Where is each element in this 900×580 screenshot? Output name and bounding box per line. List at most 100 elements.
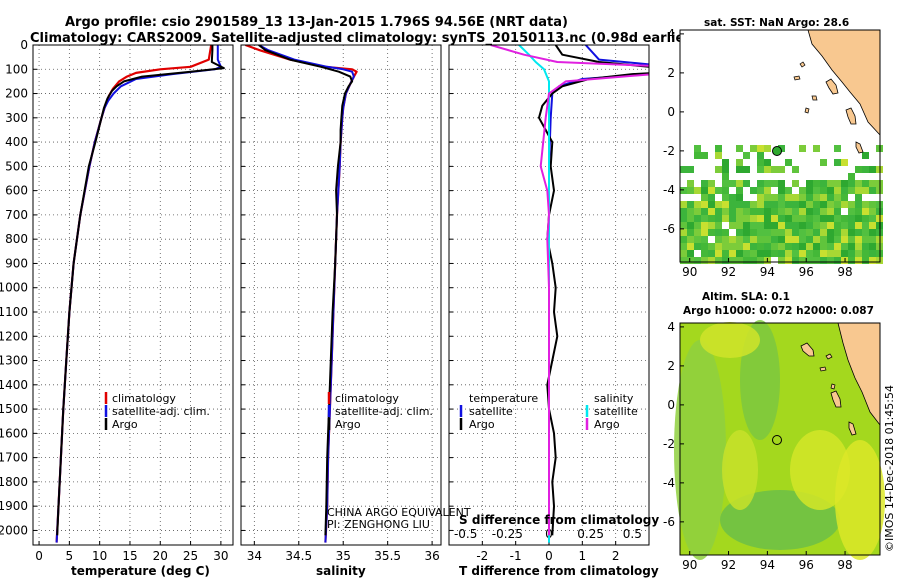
map-y-tick-label: -6 — [663, 222, 675, 236]
series-group — [245, 45, 358, 543]
sst-cell — [708, 187, 715, 194]
sst-cell — [869, 250, 876, 257]
sst-cell — [841, 236, 848, 243]
sst-cell — [862, 166, 869, 173]
sla-blob — [722, 430, 758, 510]
siberut-island — [848, 421, 857, 436]
sst-cell — [729, 180, 736, 187]
sst-cell — [792, 243, 799, 250]
sst-cell — [708, 194, 715, 201]
sst-cell — [694, 236, 701, 243]
sst-cell — [701, 215, 708, 222]
sst-cell — [729, 215, 736, 222]
map-y-tick-label: 4 — [667, 27, 675, 41]
sst-cell — [848, 222, 855, 229]
sst-cell — [736, 250, 743, 257]
small-islands — [793, 61, 818, 114]
sst-cell — [736, 229, 743, 236]
figure-title-line1: Argo profile: csio 2901589_13 13-Jan-201… — [65, 15, 568, 30]
sst-cell — [750, 215, 757, 222]
sst-cell — [827, 180, 834, 187]
sst-cell — [715, 187, 722, 194]
sst-cell — [680, 208, 687, 215]
sst-cell — [869, 201, 876, 208]
sst-cell — [848, 173, 855, 180]
sst-cell — [820, 236, 827, 243]
sst-cell — [834, 250, 841, 257]
sla-field — [674, 320, 885, 560]
depth-tick-label: 1300 — [0, 354, 28, 368]
sst-cell — [729, 257, 736, 264]
temperature-panel: 0 5 10 15 20 25 30 — [32, 44, 234, 563]
sst-cell — [750, 187, 757, 194]
sst-cell — [736, 166, 743, 173]
sst-cell — [750, 201, 757, 208]
sst-cell — [869, 187, 876, 194]
sst-cell — [736, 215, 743, 222]
depth-tick-label: 300 — [5, 111, 28, 125]
legend-satellite-label: satellite-adj. clim. — [112, 405, 210, 418]
sst-cell — [799, 208, 806, 215]
sst-cell — [757, 243, 764, 250]
sst-cell — [778, 250, 785, 257]
sst-cell — [778, 187, 785, 194]
sst-cell — [771, 166, 778, 173]
sst-cell — [862, 208, 869, 215]
depth-tick-label: 100 — [5, 62, 28, 76]
sst-cell — [834, 257, 841, 264]
sst-cell — [736, 208, 743, 215]
sst-cell — [806, 229, 813, 236]
sst-cell — [722, 215, 729, 222]
series-line-satellite-adj-clim- — [258, 45, 355, 543]
panel-frame — [32, 44, 234, 546]
legend-argo-label: Argo — [112, 418, 138, 431]
sst-cell — [848, 257, 855, 264]
sst-cell — [813, 250, 820, 257]
legend-s-argo-label: Argo — [594, 418, 620, 431]
sst-cell — [813, 208, 820, 215]
sst-cell — [820, 187, 827, 194]
sst-cell — [820, 180, 827, 187]
sst-map — [679, 29, 883, 264]
sst-cell — [820, 159, 827, 166]
sst-cell — [827, 243, 834, 250]
sst-cell — [869, 257, 876, 264]
sst-cell — [841, 257, 848, 264]
legend-temperature-title: temperature — [469, 392, 538, 405]
x-tick-label: 35.5 — [374, 549, 401, 563]
sst-cell — [736, 257, 743, 264]
sst-cell — [743, 215, 750, 222]
s-difference-label: S difference from climatology — [459, 513, 659, 527]
sst-cell — [722, 229, 729, 236]
x-tick-label: 10 — [92, 549, 107, 563]
sst-cell — [729, 208, 736, 215]
sla-map — [674, 320, 885, 560]
sst-cell — [792, 194, 799, 201]
sst-cell — [778, 222, 785, 229]
sst-cell — [715, 257, 722, 264]
sst-cell — [862, 243, 869, 250]
sst-cell — [722, 166, 729, 173]
sst-cell — [757, 222, 764, 229]
sst-cell — [736, 180, 743, 187]
sst-cell — [743, 152, 750, 159]
sst-cell — [722, 208, 729, 215]
sla-blob — [790, 430, 850, 510]
sst-cell — [792, 180, 799, 187]
sst-cell — [736, 159, 743, 166]
sst-cell — [715, 215, 722, 222]
sst-cell — [694, 152, 701, 159]
sst-cell — [855, 201, 862, 208]
sst-cell — [834, 222, 841, 229]
sst-cell — [757, 166, 764, 173]
difference-panel: -2 -1 0 1 2-0.5 -0.25 0 0.25 0.5 — [448, 44, 650, 563]
sst-cell — [722, 173, 729, 180]
sst-cell — [792, 257, 799, 264]
sst-cell — [708, 257, 715, 264]
sst-cell — [771, 208, 778, 215]
sst-cell — [799, 222, 806, 229]
x-tick-label: 35 — [336, 549, 351, 563]
sst-cell — [771, 194, 778, 201]
sst-cell — [785, 208, 792, 215]
sst-cell — [771, 243, 778, 250]
